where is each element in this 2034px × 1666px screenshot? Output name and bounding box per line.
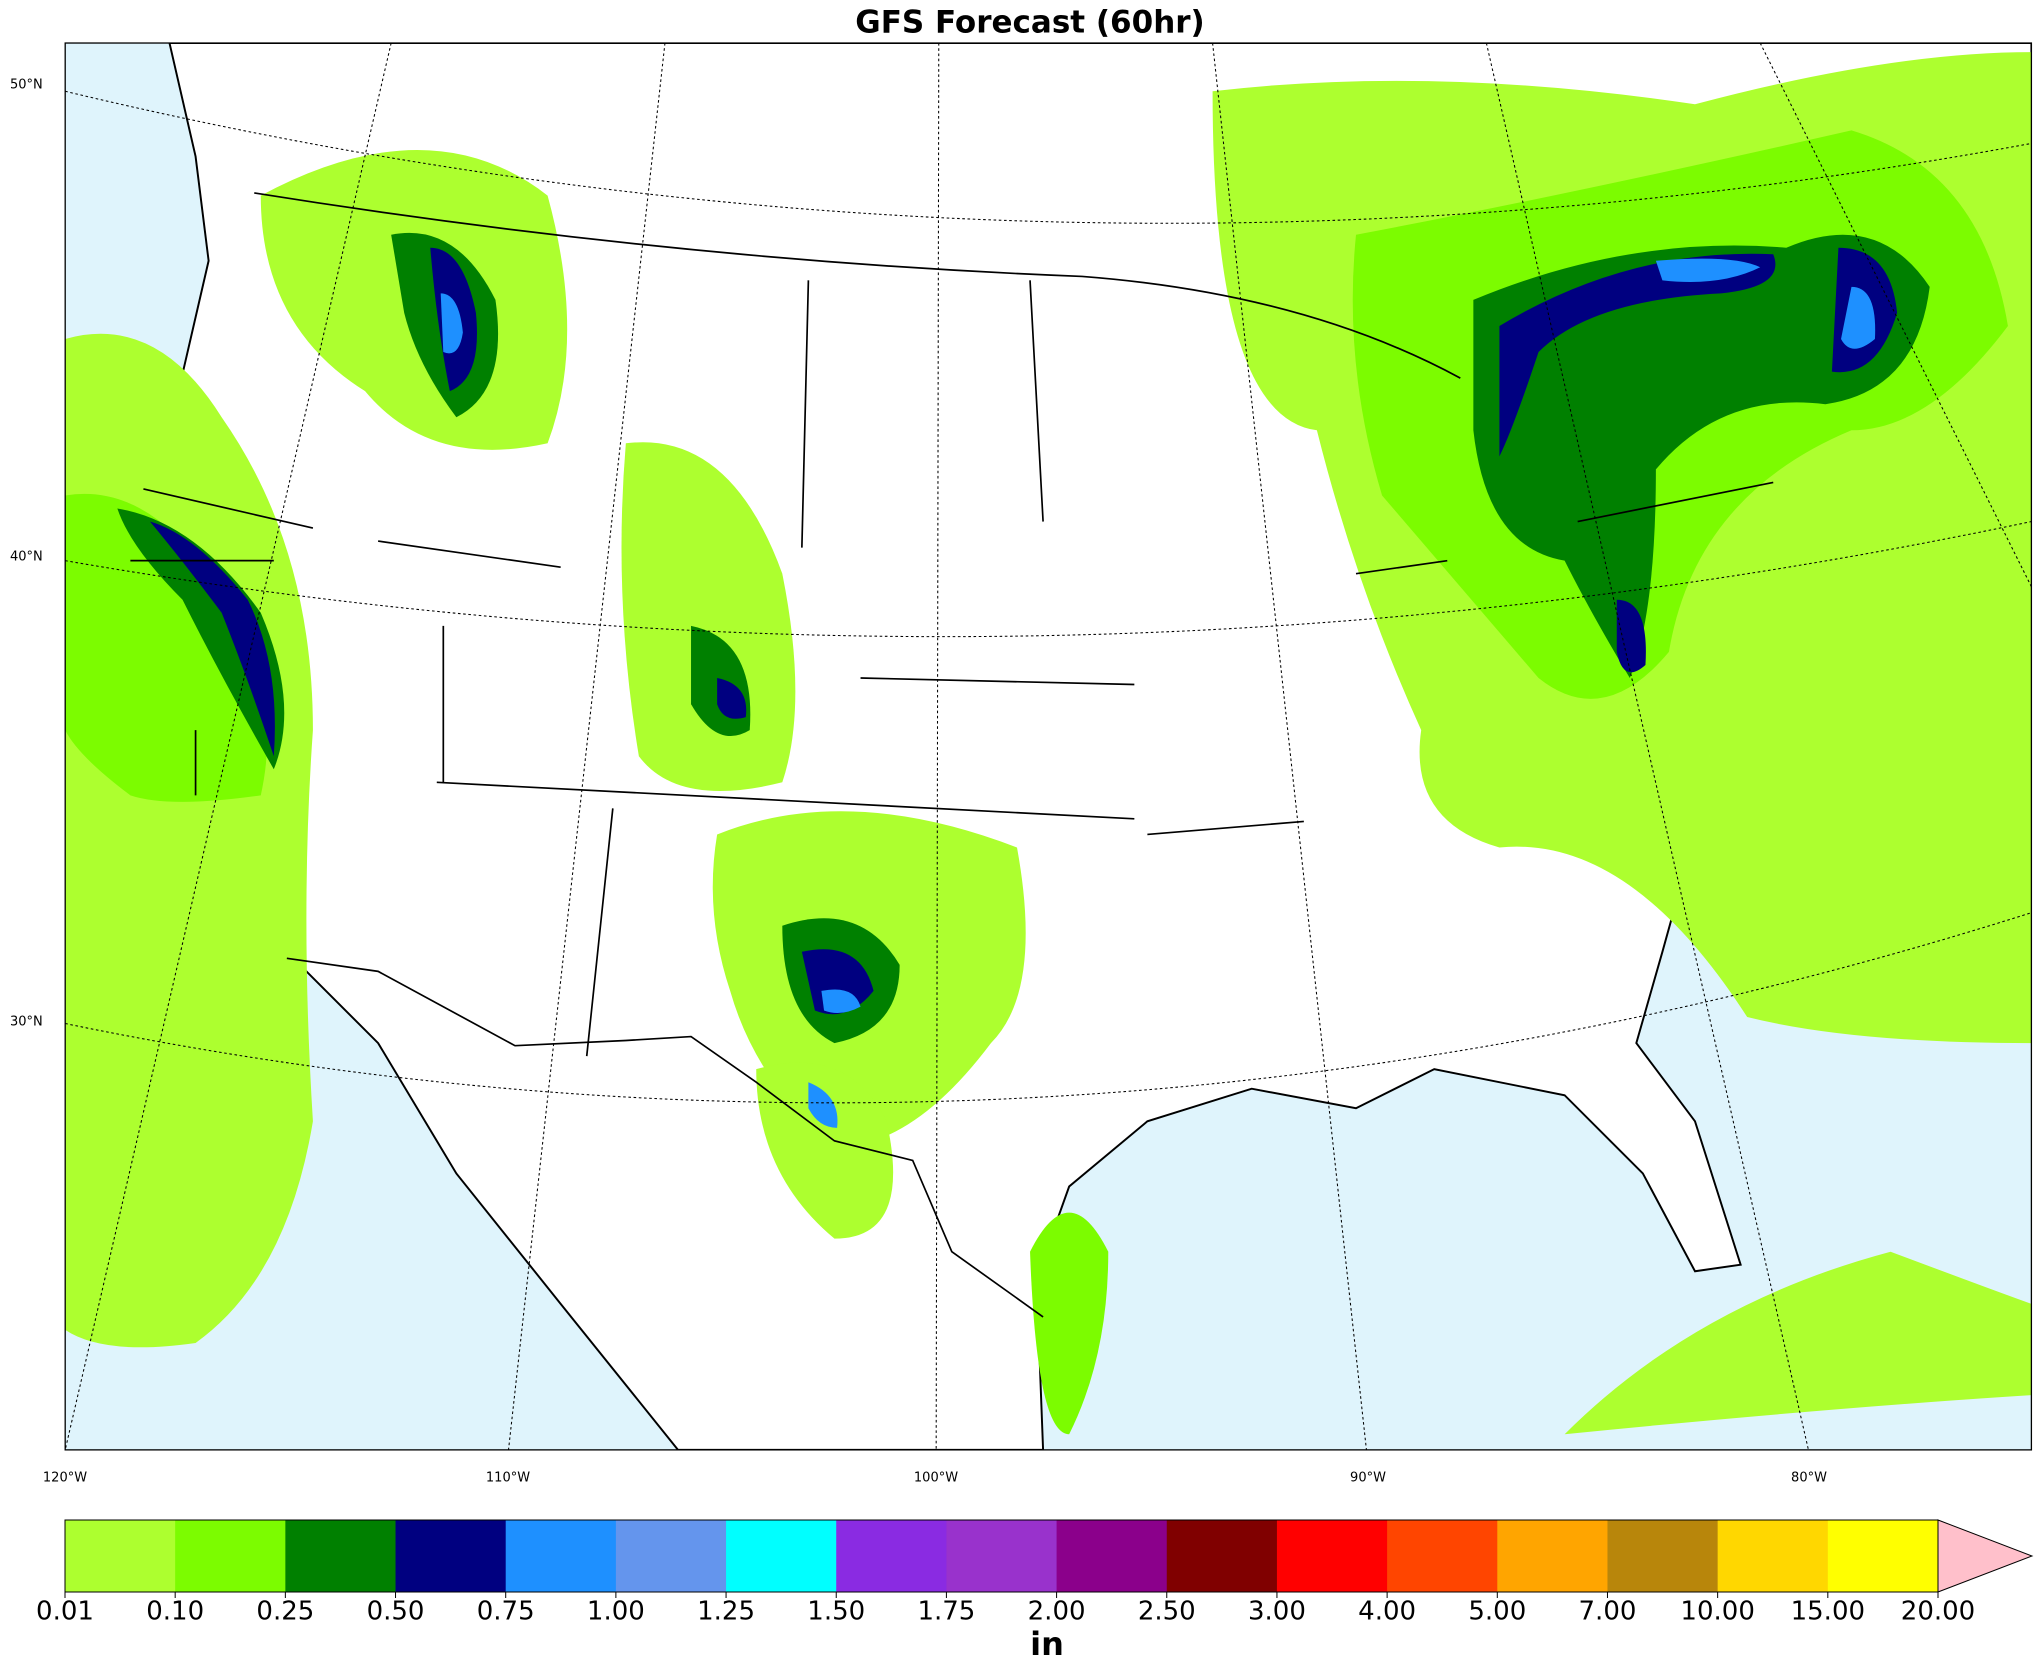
lon-label: 110°W [486, 1471, 530, 1486]
borders [130, 192, 1774, 1318]
colorbar-unit: in [1030, 1625, 1064, 1663]
graticule [65, 43, 2032, 1450]
colorbar-tick-label: 5.00 [1468, 1597, 1526, 1627]
colorbar-swatch [946, 1520, 1058, 1592]
colorbar-tick-label: 3.00 [1248, 1597, 1306, 1627]
colorbar-tick-label: 10.00 [1680, 1597, 1754, 1627]
colorbar-frame [64, 1519, 1939, 1593]
colorbar-swatch [1387, 1520, 1498, 1592]
precipitation [65, 52, 2032, 1435]
lon-label: 120°W [43, 1471, 87, 1486]
colorbar-swatch [285, 1520, 397, 1592]
lon-label: 80°W [1791, 1471, 1827, 1486]
colorbar-swatch [615, 1520, 727, 1592]
colorbar-tick-label: 0.50 [367, 1597, 425, 1627]
colorbar-tick-label: 15.00 [1791, 1597, 1865, 1627]
colorbar-swatch [1166, 1520, 1278, 1592]
colorbar-swatch [1607, 1520, 1719, 1592]
colorbar-swatch [1056, 1520, 1168, 1592]
colorbar-swatch [726, 1520, 837, 1592]
colorbar-tick-label: 20.00 [1901, 1597, 1975, 1627]
colorbar-tick-label: 1.00 [587, 1597, 645, 1627]
colorbar-swatch [836, 1520, 947, 1592]
colorbar-swatch [1276, 1520, 1388, 1592]
map [64, 42, 2033, 1451]
lon-label: 100°W [914, 1471, 958, 1486]
colorbar-swatch [1497, 1520, 1608, 1592]
colorbar-swatch [395, 1520, 507, 1592]
lat-label: 30°N [10, 1015, 43, 1030]
colorbar-tick-label: 4.00 [1358, 1597, 1416, 1627]
colorbar-swatch [1717, 1520, 1829, 1592]
lat-label: 40°N [10, 550, 43, 565]
lon-label: 90°W [1350, 1471, 1386, 1486]
colorbar-tick-label: 0.10 [146, 1597, 204, 1627]
title: GFS Forecast (60hr) [855, 5, 1204, 41]
colorbar-tick-label: 1.50 [807, 1597, 865, 1627]
colorbar-tick-label: 0.01 [36, 1597, 94, 1627]
colorbar-swatch [1827, 1520, 1939, 1592]
colorbar-tick-label: 0.75 [477, 1597, 535, 1627]
colorbar-swatch [175, 1520, 286, 1592]
colorbar-tick-label: 7.00 [1579, 1597, 1637, 1627]
colorbar-tick-label: 2.00 [1028, 1597, 1086, 1627]
map-frame [64, 42, 2033, 1451]
colorbar-tick-label: 1.25 [697, 1597, 755, 1627]
colorbar-tick-label: 1.75 [917, 1597, 975, 1627]
colorbar-tick-label: 0.25 [256, 1597, 314, 1627]
colorbar-extend [1937, 1519, 2034, 1593]
colorbar-swatch [65, 1520, 176, 1592]
colorbar-swatch [505, 1520, 617, 1592]
colorbar-tick-label: 2.50 [1138, 1597, 1196, 1627]
lat-label: 50°N [10, 78, 43, 93]
